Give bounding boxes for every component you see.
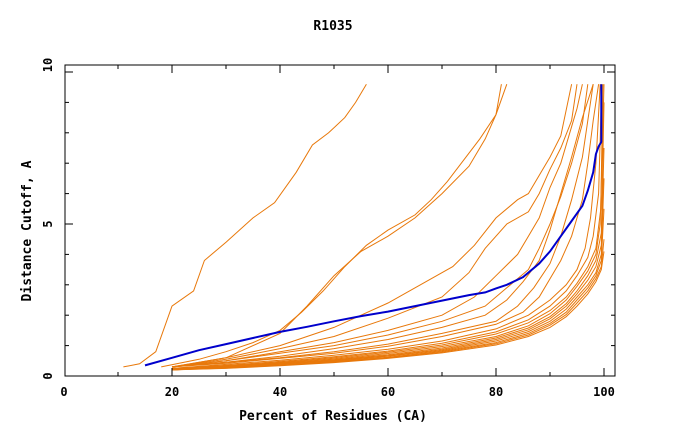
series-line-6 (171, 84, 583, 368)
chart-title: R1035 (313, 19, 352, 34)
series-line-13 (171, 84, 604, 370)
x-axis-label: Percent of Residues (CA) (239, 409, 427, 424)
series-line-7 (171, 84, 589, 368)
x-tick-label-80: 80 (489, 385, 503, 399)
series-line-5 (171, 84, 578, 368)
x-tick-label-100: 100 (593, 385, 615, 399)
series-line-14 (171, 84, 605, 370)
highlight-line (144, 84, 603, 367)
series-line-2 (161, 84, 508, 368)
series-line-3 (171, 84, 502, 368)
series-line-9 (171, 84, 594, 368)
series-line-20 (171, 251, 605, 371)
series-line-17 (171, 178, 605, 371)
x-tick-label-40: 40 (273, 385, 287, 399)
plot-frame (64, 64, 616, 377)
series-line-15 (171, 102, 605, 371)
series-line-4 (171, 84, 573, 368)
series-line-12 (171, 84, 603, 369)
series-layer (123, 83, 605, 371)
series-line-10 (171, 84, 600, 368)
y-axis-label: Distance Cutoff, A (20, 160, 35, 301)
x-tick-label-20: 20 (165, 385, 179, 399)
y-tick-label-10: 10 (41, 58, 55, 72)
series-line-11 (171, 84, 601, 369)
x-tick-label-0: 0 (60, 385, 67, 399)
y-tick-label-0: 0 (41, 372, 55, 379)
tick-layer: 0 20 40 60 80 100 0 5 10 (41, 58, 615, 399)
highlight-layer (144, 84, 603, 367)
series-line-1 (123, 83, 367, 368)
y-tick-label-5: 5 (41, 220, 55, 227)
x-tick-label-60: 60 (381, 385, 395, 399)
series-line-8 (171, 84, 594, 368)
